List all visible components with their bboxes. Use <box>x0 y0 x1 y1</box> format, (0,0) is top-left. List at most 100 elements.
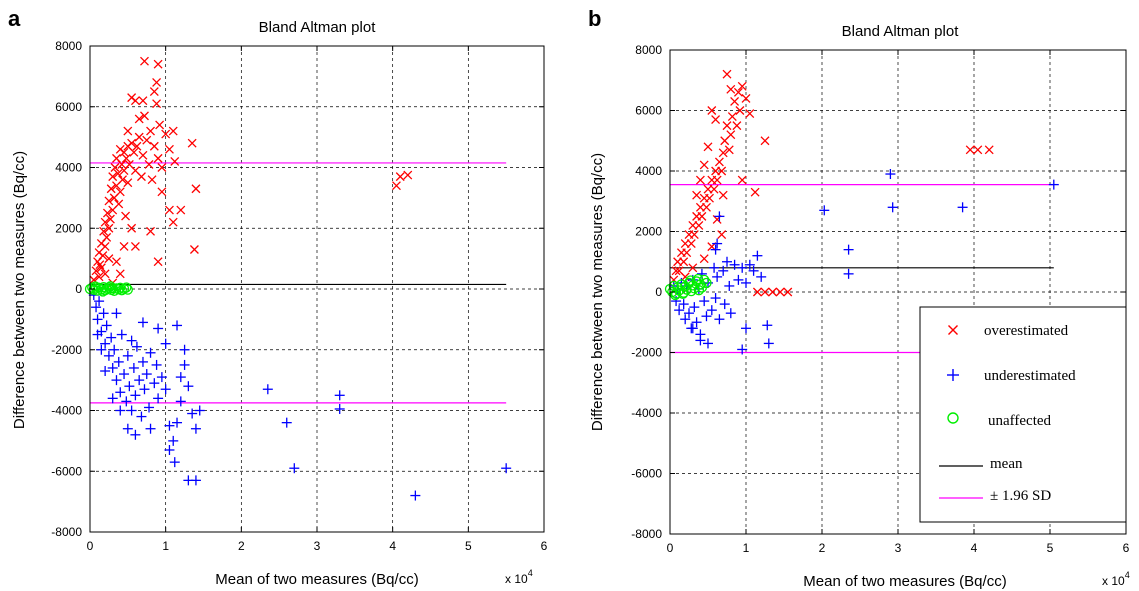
overestimated-point-b <box>722 69 732 79</box>
underestimated-point-b <box>678 299 689 310</box>
underestimated-point-a <box>130 390 141 401</box>
underestimated-point-b <box>703 338 713 349</box>
underestimated-point-b <box>699 296 710 307</box>
overestimated-point-a <box>146 126 155 136</box>
underestimated-point-b <box>689 302 700 313</box>
overestimated-point-b <box>727 112 737 122</box>
x-tick-label-a: 0 <box>87 539 94 553</box>
underestimated-point-b <box>843 244 854 255</box>
underestimated-point-a <box>334 390 345 401</box>
legend-label-sd: ± 1.96 SD <box>990 488 1051 504</box>
x-tick-label-a: 5 <box>465 539 472 553</box>
overestimated-point-a <box>104 196 114 206</box>
underestimated-point-a <box>175 372 186 383</box>
unaffected-point-b <box>670 289 681 301</box>
legend-entry-underestimated: underestimated <box>947 368 1076 384</box>
y-tick-label-b: -6000 <box>631 467 662 481</box>
underestimated-point-a <box>151 359 162 370</box>
underestimated-point-b <box>710 244 721 255</box>
overestimated-point-b <box>679 257 689 267</box>
underestimated-point-b <box>819 205 830 216</box>
overestimated-point-a <box>391 181 401 191</box>
underestimated-point-a <box>134 375 145 386</box>
underestimated-point-a <box>121 396 132 407</box>
y-ticks-b: -8000 -6000 -4000 -2000 0 2000 4000 6000 8000 <box>631 43 1126 541</box>
overestimated-point-b <box>717 166 727 176</box>
underestimated-point-b <box>724 280 735 291</box>
overestimated-point-a <box>94 272 104 282</box>
x-axis-label-a: Mean of two measures (Bq/cc) <box>215 571 418 588</box>
underestimated-point-b <box>741 323 751 334</box>
overestimated-point-a <box>105 214 115 224</box>
y-tick-label-b: 0 <box>655 285 662 299</box>
overestimated-point-b <box>707 106 717 115</box>
underestimated-point-b <box>680 314 691 325</box>
underestimated-point-a <box>137 356 148 367</box>
unaffected-point-a <box>121 282 132 293</box>
legend-marker-underestimated <box>947 369 959 381</box>
overestimated-point-a <box>121 211 131 221</box>
overestimated-point-a <box>140 111 149 121</box>
x-tick-label-a: 3 <box>314 539 321 553</box>
overestimated-point-a <box>127 223 137 233</box>
underestimated-point-a <box>124 381 135 392</box>
legend-entry-mean: mean <box>939 456 1023 472</box>
x-multiplier-b: x 104 <box>1102 570 1130 588</box>
reference-lines-a <box>90 162 507 404</box>
x-tick-label-a: 2 <box>238 539 245 553</box>
underestimated-point-a <box>175 396 186 407</box>
underestimated-point-a <box>119 369 130 380</box>
overestimated-point-b <box>726 130 736 140</box>
overestimated-point-b <box>686 239 696 249</box>
overestimated-point-a <box>115 269 125 279</box>
underestimated-point-a <box>501 463 512 474</box>
underestimated-point-a <box>172 417 183 428</box>
grid-a <box>90 46 544 532</box>
overestimated-point-a <box>112 257 121 267</box>
underestimated-point-b <box>710 293 721 304</box>
overestimated-point-b <box>783 287 793 297</box>
legend-box <box>919 306 1127 523</box>
underestimated-point-a <box>160 338 171 349</box>
underestimated-point-a <box>164 420 175 431</box>
underestimated-point-b <box>712 271 723 282</box>
overestimated-point-a <box>153 153 163 163</box>
underestimated-point-b <box>887 202 898 213</box>
y-tick-label-a: 0 <box>75 282 82 296</box>
overestimated-point-a <box>113 169 123 179</box>
underestimated-point-a <box>91 302 102 313</box>
legend-label-unaffected: unaffected <box>988 413 1052 429</box>
y-tick-label-b: 6000 <box>635 104 662 118</box>
y-axis-label-b: Difference between two measures (Bq/cc) <box>589 153 606 431</box>
overestimated-point-a <box>108 172 118 182</box>
underestimated-point-a <box>126 335 137 346</box>
underestimated-point-b <box>714 211 725 222</box>
y-tick-label-b: 4000 <box>635 164 662 178</box>
underestimated-point-a <box>169 457 180 468</box>
overestimated-point-a <box>403 170 413 180</box>
overestimated-point-b <box>692 190 702 200</box>
underestimated-point-a <box>107 393 118 404</box>
overestimated-point-a <box>127 93 137 103</box>
underestimated-point-b <box>762 320 773 331</box>
overestimated-point-a <box>110 163 120 172</box>
overestimated-point-a <box>157 187 167 197</box>
underestimated-point-a <box>145 423 156 434</box>
underestimated-point-b <box>701 311 712 322</box>
unaffected-point-b <box>693 285 705 296</box>
data-points-b <box>664 69 1059 355</box>
underestimated-point-a <box>103 350 114 361</box>
underestimated-point-a <box>128 362 139 373</box>
legend-label-overestimated: overestimated <box>984 323 1069 339</box>
underestimated-point-a <box>160 384 171 395</box>
underestimated-point-a <box>190 475 201 486</box>
overestimated-point-a <box>395 172 405 182</box>
overestimated-point-a <box>170 156 180 166</box>
y-tick-label-a: -4000 <box>51 404 82 418</box>
overestimated-point-a <box>164 205 174 215</box>
panel-letter-b: b <box>588 6 601 31</box>
y-tick-label-a: 4000 <box>55 161 82 175</box>
x-tick-label-b: 2 <box>819 541 826 555</box>
overestimated-point-b <box>973 145 983 155</box>
y-tick-label-b: -4000 <box>631 406 662 420</box>
